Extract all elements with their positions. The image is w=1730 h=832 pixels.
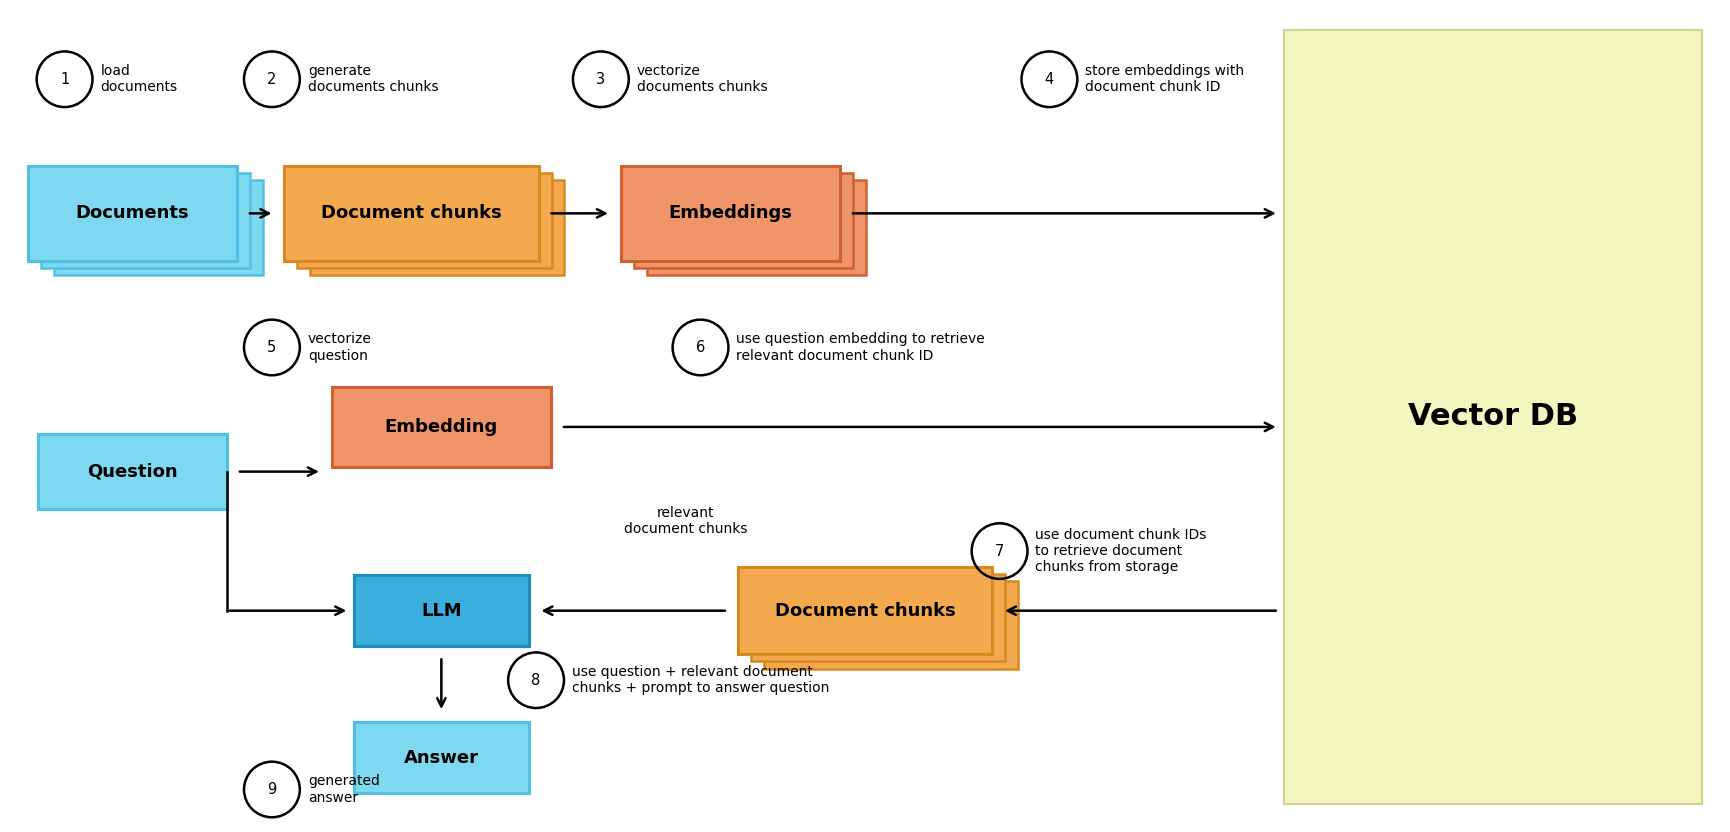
FancyBboxPatch shape xyxy=(633,173,853,268)
Text: use question embedding to retrieve
relevant document chunk ID: use question embedding to retrieve relev… xyxy=(737,332,984,363)
FancyBboxPatch shape xyxy=(355,722,529,794)
Text: generated
answer: generated answer xyxy=(308,775,379,805)
Text: Answer: Answer xyxy=(403,749,479,767)
FancyBboxPatch shape xyxy=(54,181,263,275)
FancyBboxPatch shape xyxy=(751,574,1005,661)
Text: Question: Question xyxy=(86,463,178,481)
Text: Document chunks: Document chunks xyxy=(322,205,502,222)
FancyBboxPatch shape xyxy=(1284,30,1702,805)
Text: generate
documents chunks: generate documents chunks xyxy=(308,64,438,94)
Text: 6: 6 xyxy=(695,340,706,355)
Text: Documents: Documents xyxy=(76,205,189,222)
Text: use question + relevant document
chunks + prompt to answer question: use question + relevant document chunks … xyxy=(573,665,829,696)
Text: 2: 2 xyxy=(266,72,277,87)
FancyBboxPatch shape xyxy=(765,582,1017,669)
FancyBboxPatch shape xyxy=(28,166,237,260)
Text: vectorize
documents chunks: vectorize documents chunks xyxy=(637,64,768,94)
Text: load
documents: load documents xyxy=(100,64,178,94)
Text: 3: 3 xyxy=(597,72,605,87)
FancyBboxPatch shape xyxy=(332,387,552,467)
Text: 8: 8 xyxy=(531,673,541,688)
Text: 1: 1 xyxy=(61,72,69,87)
FancyBboxPatch shape xyxy=(38,434,227,509)
FancyBboxPatch shape xyxy=(739,567,991,655)
Text: 4: 4 xyxy=(1045,72,1054,87)
FancyBboxPatch shape xyxy=(621,166,841,260)
FancyBboxPatch shape xyxy=(310,181,564,275)
FancyBboxPatch shape xyxy=(647,181,867,275)
Text: store embeddings with
document chunk ID: store embeddings with document chunk ID xyxy=(1085,64,1244,94)
Text: Vector DB: Vector DB xyxy=(1408,403,1578,432)
FancyBboxPatch shape xyxy=(355,575,529,646)
Text: LLM: LLM xyxy=(420,602,462,620)
Text: vectorize
question: vectorize question xyxy=(308,332,372,363)
FancyBboxPatch shape xyxy=(298,173,552,268)
Text: use document chunk IDs
to retrieve document
chunks from storage: use document chunk IDs to retrieve docum… xyxy=(1036,527,1208,574)
Text: Embedding: Embedding xyxy=(384,418,498,436)
Text: 7: 7 xyxy=(995,543,1003,558)
Text: 5: 5 xyxy=(268,340,277,355)
Text: Document chunks: Document chunks xyxy=(775,602,955,620)
Text: Embeddings: Embeddings xyxy=(668,205,792,222)
FancyBboxPatch shape xyxy=(42,173,249,268)
FancyBboxPatch shape xyxy=(284,166,538,260)
Text: relevant
document chunks: relevant document chunks xyxy=(625,506,747,537)
Text: 9: 9 xyxy=(268,782,277,797)
